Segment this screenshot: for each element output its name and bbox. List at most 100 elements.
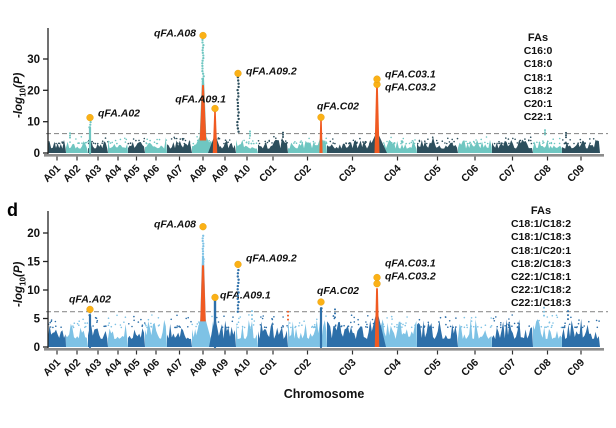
legend-entry: C22:1/C18:2 [510, 284, 572, 297]
legend-top-items: C16:0 C18:0 C18:1 C18:2 C20:1 C22:1 [498, 45, 578, 124]
chromosome-tick-label: A02 [61, 163, 83, 185]
qtl-label: qFA.A08 [154, 28, 196, 40]
chromosome-tick-label: A05 [121, 357, 143, 379]
peak-marker-dot [234, 69, 242, 78]
legend-bottom-title: FAs [530, 205, 552, 217]
qtl-label: qFA.A02 [98, 108, 140, 120]
chromosome-tick-label: A06 [140, 163, 162, 185]
peak-qFA.A09.1: qFA.A09.1 [209, 289, 271, 349]
chromosome-tick-label: C02 [292, 357, 314, 379]
peak-marker-dot [199, 31, 207, 40]
chromosome-tick-label: A08 [187, 163, 209, 185]
peak-marker-dot [199, 223, 207, 231]
peak-qFA.A08: qFA.A08 [154, 219, 213, 347]
y-tick-label: 10 [27, 117, 40, 129]
legend-entry: C18:1/C18:3 [510, 231, 572, 244]
chromosome-tick-label: C04 [382, 163, 404, 185]
legend-entry: C18:2/C18:3 [510, 257, 572, 270]
chromosome-tick-label: C05 [422, 357, 444, 379]
legend-entry: C22:1/C18:3 [510, 297, 572, 310]
chromosome-tick-label: C07 [497, 163, 519, 185]
peak-qFA.A08: qFA.A08 [154, 28, 214, 153]
chromosome-tick-label: A06 [140, 357, 162, 379]
chromosome-tick-label: C03 [337, 163, 359, 185]
peak-marker-dot [373, 273, 381, 282]
chromosome-tick-label: A08 [187, 357, 209, 379]
legend-entry: C22:1 [523, 111, 553, 124]
qtl-label: qFA.A09.1 [175, 94, 226, 106]
chromosome-tick-label: A07 [164, 163, 186, 185]
chromosome-tick-label: A01 [41, 357, 63, 379]
chromosome-tick-label: A03 [82, 357, 104, 379]
peak-marker-dot [86, 113, 94, 122]
chromosome-tick-label: C01 [257, 357, 279, 379]
qtl-label: qFA.C02 [317, 100, 359, 112]
peak-marker-dot [211, 293, 219, 302]
y-tick-label: 15 [27, 257, 40, 269]
chromosome-tick-label: C09 [565, 163, 587, 185]
chromosome-tick-label: C08 [532, 163, 554, 185]
legend-entry: C20:1 [523, 98, 553, 111]
chromosome-tick-label: C05 [422, 163, 444, 185]
peak-qFA.C02: qFA.C02 [317, 285, 359, 349]
peak-qFA.A09.2: qFA.A09.2 [234, 252, 297, 313]
y-tick-label: 0 [34, 342, 40, 354]
y-axis-label-top: -log10(P) [13, 72, 28, 118]
qtl-label: qFA.C02 [317, 285, 359, 297]
legend-bottom-items: C18:1/C18:2 C18:1/C18:3 C18:1/C20:1 C18:2/C… [501, 218, 581, 310]
peak-marker-dot [86, 305, 94, 314]
legend-bottom: FAs C18:1/C18:2 C18:1/C18:3 C18:1/C20:1 C18… [501, 205, 581, 311]
chromosome-tick-label: C09 [565, 357, 587, 379]
legend-entry: C16:0 [523, 45, 553, 58]
legend-entry: C18:1/C20:1 [510, 244, 572, 257]
chromosome-tick-label: A04 [102, 163, 124, 185]
y-tick-label: 20 [27, 228, 40, 240]
panel-d-letter: d [7, 200, 18, 220]
chromosome-tick-label: A09 [209, 357, 231, 379]
chromosome-tick-label: C07 [497, 357, 519, 379]
legend-entry: C18:1 [523, 71, 553, 84]
qtl-label: qFA.C03.1 [385, 68, 436, 80]
peak-qFA.A09.2: qFA.A09.2 [234, 65, 297, 133]
peak-marker-dot [373, 280, 381, 288]
peak-qFA.C02: qFA.C02 [315, 100, 359, 153]
legend-entry: C18:2 [523, 84, 553, 97]
qtl-label: qFA.C03.1 [385, 258, 436, 270]
legend-entry: C18:1/C18:2 [510, 218, 572, 231]
chromosome-tick-label: C06 [459, 163, 481, 185]
chromosome-tick-label: A01 [41, 163, 63, 185]
y-tick-label: 20 [27, 85, 40, 97]
peak-qFA.A02: qFA.A02 [86, 108, 140, 155]
chromosome-tick-label: A07 [164, 357, 186, 379]
chromosome-tick-label: C08 [532, 357, 554, 379]
peak-qFA.A09.1: qFA.A09.1 [175, 94, 226, 153]
chromosome-tick-label: A02 [61, 357, 83, 379]
qtl-label: qFA.A09.2 [246, 252, 297, 264]
peak-marker-dot [211, 104, 219, 113]
y-tick-label: 5 [34, 314, 41, 326]
qtl-label: qFA.A02 [69, 293, 111, 305]
y-tick-label: 0 [34, 148, 40, 160]
legend-top: FAs C16:0 C18:0 C18:1 C18:2 C20:1 C22:1 [498, 32, 578, 124]
chromosome-tick-label: A05 [121, 163, 143, 185]
legend-top-title: FAs [527, 32, 549, 44]
peak-marker-dot [317, 113, 325, 121]
chromosome-tick-label: A10 [231, 357, 253, 379]
chromosome-tick-label: C04 [382, 357, 404, 379]
peak-marker-dot [373, 75, 381, 83]
qtl-label: qFA.A09.1 [220, 289, 271, 301]
chromosome-tick-label: C06 [459, 357, 481, 379]
qtl-label: qFA.A09.2 [246, 65, 297, 77]
chromosome-tick-label: C01 [257, 163, 279, 185]
chromosome-tick-label: A04 [102, 357, 124, 379]
legend-entry: C22:1/C18:1 [510, 271, 572, 284]
chromosome-tick-label: A03 [82, 163, 104, 185]
qtl-label: qFA.C03.2 [385, 81, 436, 93]
qtl-label: qFA.A08 [154, 219, 196, 231]
chromosome-tick-label: A09 [209, 163, 231, 185]
x-axis-label: Chromosome [283, 387, 365, 401]
chromosome-tick-label: C03 [337, 357, 359, 379]
